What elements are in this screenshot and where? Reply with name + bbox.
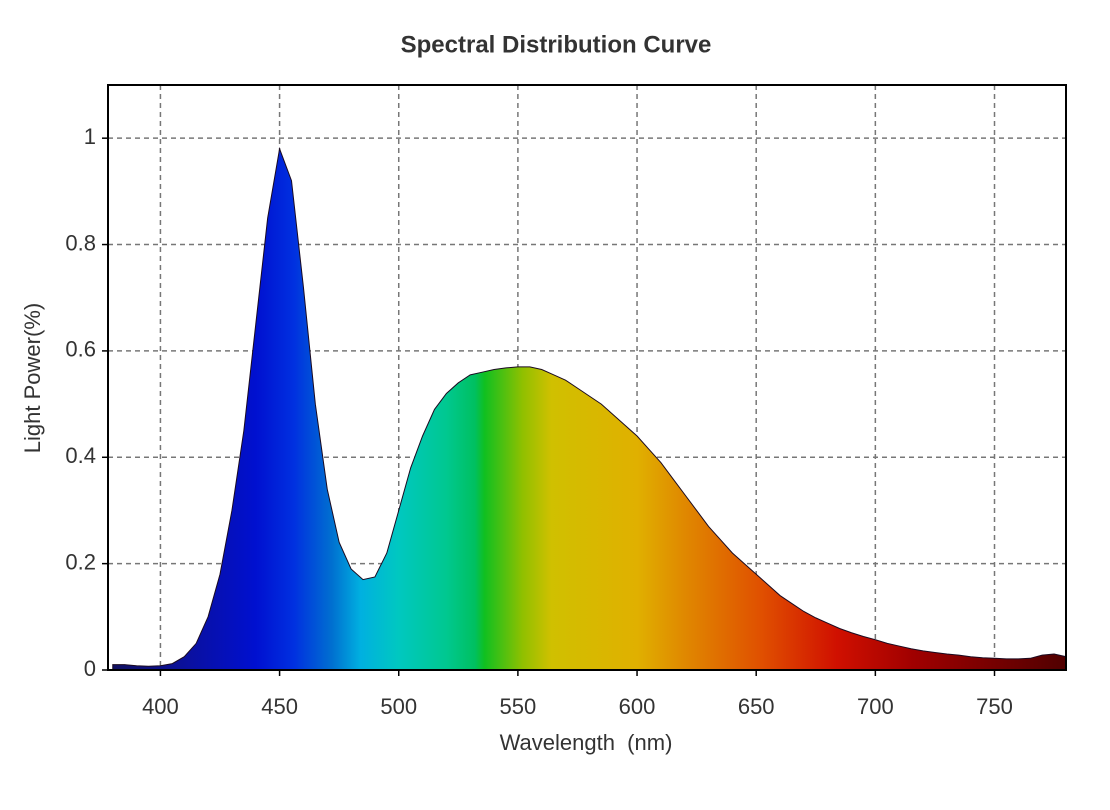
x-axis-label: Wavelength (nm) [500,730,673,755]
x-tick-label: 400 [142,694,179,719]
spectrum-area [112,146,1067,671]
x-tick-label: 550 [500,694,537,719]
x-tick-label: 600 [619,694,656,719]
y-tick-label: 0.2 [65,549,96,574]
chart-title: Spectral Distribution Curve [401,31,712,58]
x-tick-label: 750 [976,694,1013,719]
y-axis-label: Light Power(%) [20,303,45,453]
y-tick-label: 0.8 [65,230,96,255]
plot-frame [107,84,1067,671]
x-tick-label: 450 [261,694,298,719]
y-tick-label: 0.4 [65,443,96,468]
x-tick-label: 500 [380,694,417,719]
x-tick-label: 650 [738,694,775,719]
y-tick-label: 1 [84,124,96,149]
x-tick-label: 700 [857,694,894,719]
y-tick-label: 0 [84,656,96,681]
y-tick-label: 0.6 [65,337,96,362]
